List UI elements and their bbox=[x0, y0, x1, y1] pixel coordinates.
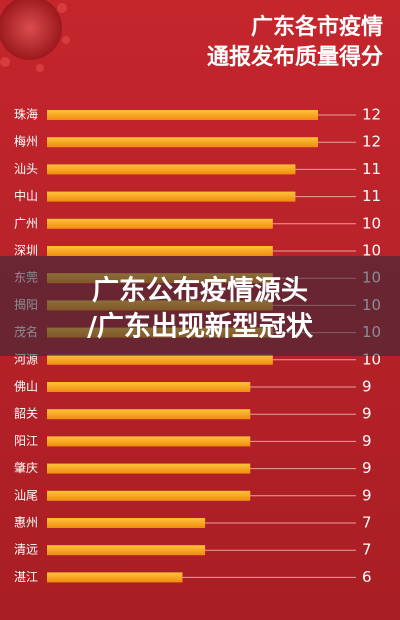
overlay: 广东公布疫情源头 /广东出现新型冠状 bbox=[0, 256, 400, 356]
chart-title: 通报发布质量得分 bbox=[207, 44, 383, 70]
y-tick-label: 梅州 bbox=[14, 134, 38, 149]
y-tick-label: 广州 bbox=[14, 216, 38, 230]
value-label: 10 bbox=[362, 214, 381, 232]
y-tick-label: 阳江 bbox=[14, 434, 38, 448]
bar bbox=[47, 409, 251, 420]
y-tick-label: 韶关 bbox=[14, 406, 38, 421]
value-label: 9 bbox=[362, 459, 372, 477]
bar bbox=[47, 110, 318, 120]
y-tick-label: 中山 bbox=[14, 188, 38, 203]
bar bbox=[47, 246, 273, 256]
bar bbox=[47, 463, 251, 474]
bar bbox=[47, 518, 206, 528]
value-label: 12 bbox=[362, 106, 381, 124]
bar bbox=[47, 218, 273, 229]
value-label: 12 bbox=[362, 133, 381, 151]
bar bbox=[47, 490, 251, 501]
overlay-text: 广东公布疫情源头 bbox=[92, 275, 308, 307]
y-tick-label: 汕尾 bbox=[14, 488, 38, 502]
bar bbox=[47, 572, 183, 583]
bar bbox=[47, 191, 296, 202]
virus-decoration bbox=[0, 0, 70, 72]
chart-title: 广东各市疫情 bbox=[251, 14, 383, 40]
value-label: 11 bbox=[362, 160, 381, 178]
value-label: 10 bbox=[362, 242, 381, 260]
value-label: 7 bbox=[362, 514, 372, 532]
y-tick-label: 深圳 bbox=[14, 244, 38, 258]
value-label: 9 bbox=[362, 486, 372, 504]
overlay-band bbox=[0, 256, 400, 356]
bar bbox=[47, 545, 206, 556]
y-tick-label: 清远 bbox=[14, 543, 38, 557]
y-tick-label: 湛江 bbox=[14, 570, 38, 584]
bar bbox=[47, 137, 318, 148]
y-tick-label: 惠州 bbox=[14, 516, 38, 530]
y-tick-label: 汕头 bbox=[14, 162, 38, 176]
overlay-text: /广东出现新型冠状 bbox=[87, 311, 314, 343]
value-label: 9 bbox=[362, 405, 372, 423]
y-tick-label: 珠海 bbox=[14, 107, 38, 122]
y-tick-label: 肇庆 bbox=[14, 460, 38, 475]
value-label: 6 bbox=[362, 568, 372, 586]
value-label: 9 bbox=[362, 378, 372, 396]
bar bbox=[47, 436, 251, 447]
bar bbox=[47, 164, 296, 175]
bar bbox=[47, 382, 251, 392]
value-label: 7 bbox=[362, 541, 372, 559]
bar bbox=[47, 354, 273, 365]
value-label: 11 bbox=[362, 187, 381, 205]
y-tick-label: 佛山 bbox=[14, 380, 38, 394]
value-label: 9 bbox=[362, 432, 372, 450]
